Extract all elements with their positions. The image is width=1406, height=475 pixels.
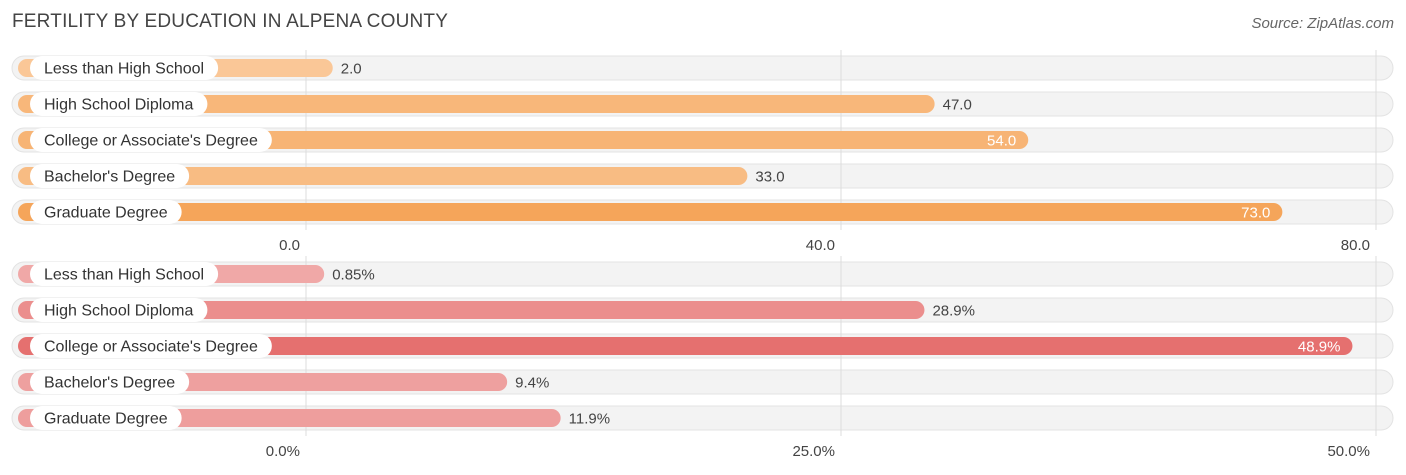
tick-label: 25.0% (792, 443, 835, 460)
value-label: 54.0 (987, 133, 1016, 150)
source-label: Source: ZipAtlas.com (1251, 15, 1394, 32)
tick-label: 80.0 (1341, 237, 1370, 254)
value-label: 48.9% (1298, 339, 1341, 356)
row-track (11, 55, 1394, 81)
category-pill (30, 128, 272, 152)
tick-label: 0.0 (279, 237, 300, 254)
tick-label: 50.0% (1327, 443, 1370, 460)
category-label: High School Diploma (44, 303, 194, 320)
bar (18, 95, 935, 113)
category-label: Graduate Degree (44, 411, 168, 428)
tick-label: 0.0% (266, 443, 300, 460)
bar (18, 203, 1283, 221)
value-label: 11.9% (569, 411, 610, 428)
category-label: High School Diploma (44, 97, 194, 114)
category-pill (30, 334, 272, 358)
chart-panel-1: Less than High School 2.0 High School Dipl… (11, 50, 1394, 254)
category-pill (30, 56, 219, 80)
category-pill (30, 200, 182, 224)
value-label: 28.9% (932, 303, 975, 320)
value-label: 33.0 (755, 169, 784, 186)
category-label: Bachelor's Degree (44, 169, 175, 186)
row-track (11, 261, 1394, 287)
category-pill (30, 262, 219, 286)
category-pill (30, 406, 182, 430)
category-pill (30, 298, 208, 322)
category-label: Less than High School (44, 267, 204, 284)
chart-panel-2: Less than High School 0.85% High School Di… (11, 256, 1394, 460)
category-label: Graduate Degree (44, 205, 168, 222)
category-pill (30, 164, 190, 188)
value-label: 2.0 (341, 61, 362, 78)
value-label: 73.0 (1241, 205, 1270, 222)
value-label: 0.85% (332, 267, 375, 284)
tick-label: 40.0 (806, 237, 835, 254)
bar (18, 301, 925, 319)
category-label: College or Associate's Degree (44, 339, 258, 356)
category-label: College or Associate's Degree (44, 133, 258, 150)
value-label: 47.0 (943, 97, 972, 114)
category-pill (30, 92, 208, 116)
category-pill (30, 370, 190, 394)
category-label: Bachelor's Degree (44, 375, 175, 392)
value-label: 9.4% (515, 375, 549, 392)
category-label: Less than High School (44, 61, 204, 78)
bar (18, 167, 748, 185)
bar (18, 337, 1353, 355)
chart-title: FERTILITY BY EDUCATION IN ALPENA COUNTY (12, 11, 449, 32)
